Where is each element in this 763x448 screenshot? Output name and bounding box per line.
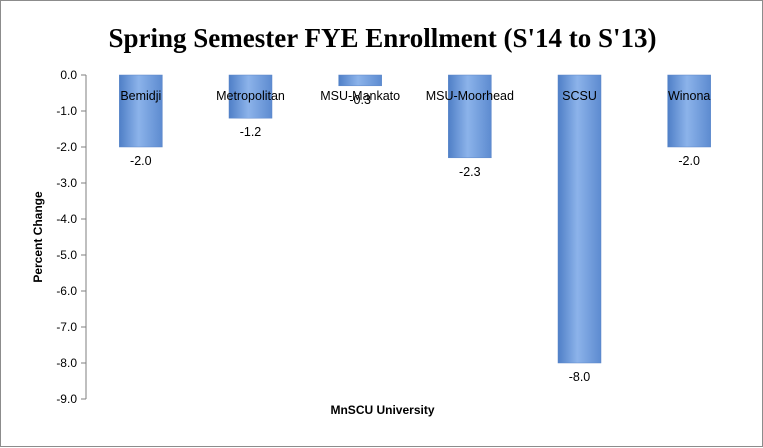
bar	[448, 74, 492, 159]
data-label: -2.0	[678, 154, 700, 168]
y-tick-label: -9.0	[56, 392, 77, 406]
bar	[667, 74, 711, 148]
category-label: Bemidji	[120, 89, 161, 103]
category-label: MSU-Mankato	[320, 89, 400, 103]
y-tick-label: -1.0	[56, 104, 77, 118]
y-tick-label: -4.0	[56, 212, 77, 226]
data-label: -2.0	[130, 154, 152, 168]
x-axis-label: MnSCU University	[330, 403, 435, 417]
bar	[557, 74, 602, 364]
y-tick-label: -8.0	[56, 356, 77, 370]
category-label: Metropolitan	[216, 89, 285, 103]
data-label: -8.0	[569, 370, 591, 384]
data-label: -0.3	[349, 93, 371, 107]
y-tick-label: -7.0	[56, 320, 77, 334]
data-label: -1.2	[240, 125, 262, 139]
bar	[119, 74, 163, 148]
data-label: -2.3	[459, 165, 481, 179]
category-label: MSU-Moorhead	[426, 89, 514, 103]
bar	[228, 74, 273, 119]
category-label: Winona	[668, 89, 710, 103]
chart-title: Spring Semester FYE Enrollment (S'14 to …	[108, 23, 657, 53]
y-tick-label: -2.0	[56, 140, 77, 154]
y-tick-label: -5.0	[56, 248, 77, 262]
category-label: SCSU	[562, 89, 597, 103]
bar	[338, 74, 382, 87]
y-tick-label: -3.0	[56, 176, 77, 190]
y-tick-label: -6.0	[56, 284, 77, 298]
y-tick-label: 0.0	[60, 68, 77, 82]
